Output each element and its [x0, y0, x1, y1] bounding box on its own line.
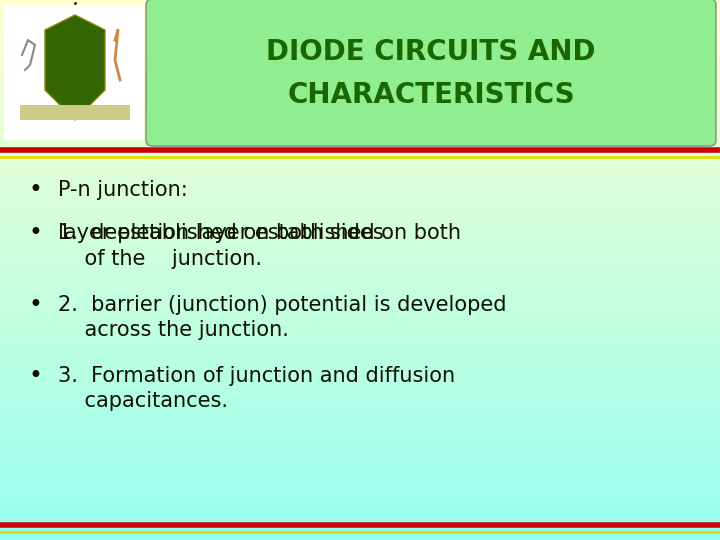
Text: •: •	[28, 293, 42, 317]
Text: 3.  Formation of junction and diffusion: 3. Formation of junction and diffusion	[58, 366, 455, 386]
Text: of the    junction.: of the junction.	[58, 249, 262, 269]
Text: 1.  depletion layer established on both: 1. depletion layer established on both	[58, 223, 461, 243]
Text: DIODE CIRCUITS AND: DIODE CIRCUITS AND	[266, 38, 595, 66]
Text: P-n junction:: P-n junction:	[58, 180, 188, 200]
Text: CHARACTERISTICS: CHARACTERISTICS	[287, 81, 575, 109]
Text: 2.  barrier (junction) potential is developed: 2. barrier (junction) potential is devel…	[58, 295, 506, 315]
Text: across the junction.: across the junction.	[58, 320, 289, 340]
Text: layer established on both sides: layer established on both sides	[58, 223, 384, 243]
FancyBboxPatch shape	[4, 5, 144, 140]
Text: •: •	[28, 178, 42, 202]
Text: capacitances.: capacitances.	[58, 391, 228, 411]
FancyBboxPatch shape	[146, 0, 716, 146]
Text: •: •	[28, 221, 42, 245]
Polygon shape	[45, 15, 105, 120]
Bar	[20, 105, 130, 120]
Text: •: •	[28, 364, 42, 388]
